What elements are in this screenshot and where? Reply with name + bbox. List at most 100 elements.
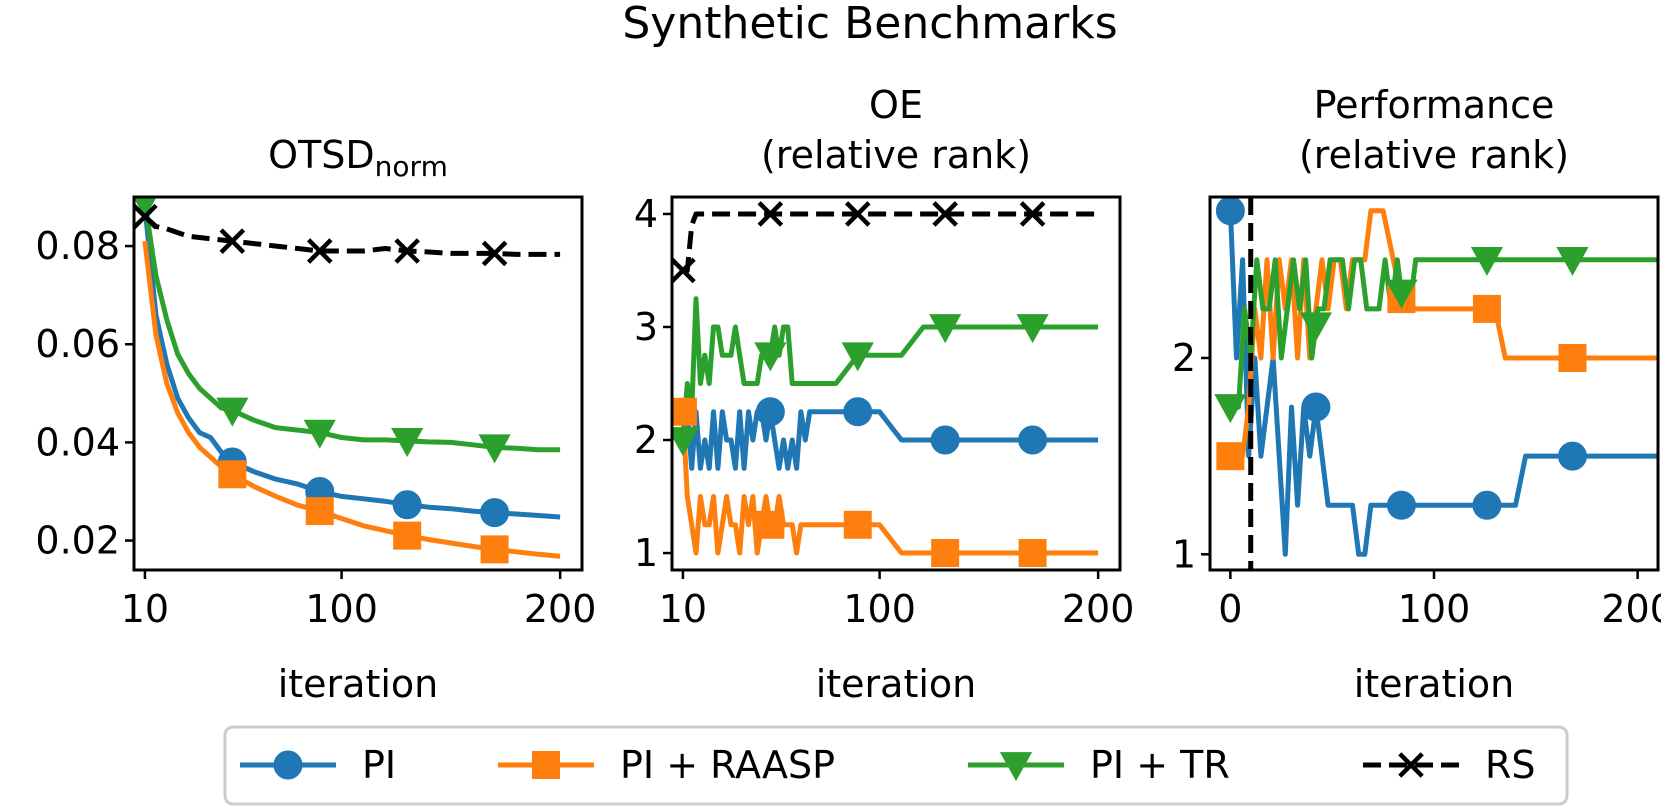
marker-pi_raasp [843,510,872,539]
x-tick-label: 200 [1601,587,1661,631]
chart-title-subscript: norm [375,150,448,183]
series-line-rs [143,214,561,257]
legend-item-pi_raasp: PI + RAASP [498,743,835,787]
marker-pi_raasp [1472,294,1501,323]
x-tick-label: 200 [524,587,597,631]
chart-title: Performance [1314,83,1555,127]
marker-rs [394,238,420,264]
y-tick-label: 0.06 [35,322,120,366]
marker-pi_raasp [756,510,785,539]
x-tick-label: 100 [843,587,916,631]
marker-pi_tr [391,428,424,458]
legend-label: RS [1485,743,1536,787]
series-line-pi_tr [142,201,561,453]
legend-item-rs: RS [1363,743,1536,787]
y-tick-label: 4 [634,192,658,236]
legend-label: PI + RAASP [620,743,835,787]
marker-pi_raasp [305,497,334,526]
marker-pi [1386,490,1416,520]
legend-label: PI [362,743,396,787]
marker-pi_raasp [1018,539,1047,568]
y-tick-label: 1 [634,531,658,575]
marker-rs [219,228,246,254]
y-tick-label: 1 [1172,532,1196,576]
x-tick-label: 100 [305,587,378,631]
marker-rs [134,203,158,230]
marker-pi_tr [134,197,157,219]
y-tick-label: 0.04 [35,420,120,464]
legend-marker [273,750,303,780]
marker-pi_raasp [393,521,422,550]
marker-pi_tr [1470,246,1504,276]
y-tick-label: 2 [634,418,658,462]
marker-pi_tr [1556,246,1589,276]
marker-pi [843,397,873,427]
marker-rs [672,257,696,284]
chart-panel-3: Performance (relative rank) 0 100 200 1 2 itera… [1172,83,1661,706]
marker-pi_raasp [1558,343,1587,372]
y-tick-label: 0.08 [35,224,120,268]
marker-pi_tr [672,427,700,457]
axes-frame [132,195,584,572]
axes-frame [1208,195,1660,572]
y-tick-label: 0.02 [35,519,120,563]
marker-pi_raasp [672,397,697,426]
marker-pi_raasp [931,539,960,568]
marker-pi [1557,441,1587,471]
x-axis-label: iteration [278,662,439,706]
marker-pi [1301,392,1331,422]
series-line-pi_tr [1230,257,1658,410]
marker-pi_tr [216,397,249,427]
marker-pi [1215,197,1245,226]
marker-pi [755,397,785,427]
legend-label: PI + TR [1090,743,1230,787]
chart-title: (relative rank) [761,133,1031,177]
marker-rs [481,240,508,267]
x-tick-label: 200 [1062,587,1135,631]
marker-pi_tr [1016,314,1049,344]
marker-pi_tr [1385,279,1418,309]
x-axis-label: iteration [816,662,977,706]
legend-marker [1398,752,1424,778]
x-tick-label: 100 [1398,587,1471,631]
marker-pi_tr [929,314,962,344]
chart-title: OTSDnorm [268,133,448,183]
legend-item-pi_tr: PI + TR [968,743,1230,787]
series-line-rs [682,211,1099,273]
marker-pi_raasp [218,460,247,489]
marker-pi_tr [303,419,336,449]
marker-pi [930,425,960,455]
series-group [672,201,1099,568]
chart-title: OE [869,83,923,127]
marker-pi_tr [1214,394,1247,424]
series-line-pi [1227,210,1658,557]
chart-panel-1: OTSDnorm 10 100 200 0.02 0.04 0.06 0.08 iteratio… [35,133,596,706]
chart-panel-2: OE (relative rank) 10 100 200 1 2 3 4 iteration [634,83,1135,706]
marker-pi [1018,425,1048,455]
legend-item-pi: PI [240,743,396,787]
marker-pi [480,498,510,528]
x-tick-label: 10 [121,587,169,631]
marker-pi_tr [478,434,511,464]
x-tick-label: 10 [659,587,707,631]
marker-pi_tr [841,342,874,372]
figure-title: Synthetic Benchmarks [622,0,1117,49]
marker-rs [932,201,958,227]
marker-pi_raasp [1216,442,1245,471]
series-group [134,197,561,564]
y-tick-label: 3 [634,305,658,349]
marker-rs [306,238,333,264]
legend-frame [223,725,1569,806]
series-group [1214,197,1658,557]
marker-rs [757,201,784,227]
marker-pi_tr [754,342,787,372]
marker-pi [392,490,422,520]
legend-marker [999,752,1033,782]
y-tick-label: 2 [1172,336,1196,380]
marker-pi_raasp [480,535,509,564]
marker-rs [1019,201,1046,227]
x-axis-label: iteration [1354,662,1515,706]
x-tick-label: 0 [1218,587,1242,631]
marker-rs [844,201,871,227]
